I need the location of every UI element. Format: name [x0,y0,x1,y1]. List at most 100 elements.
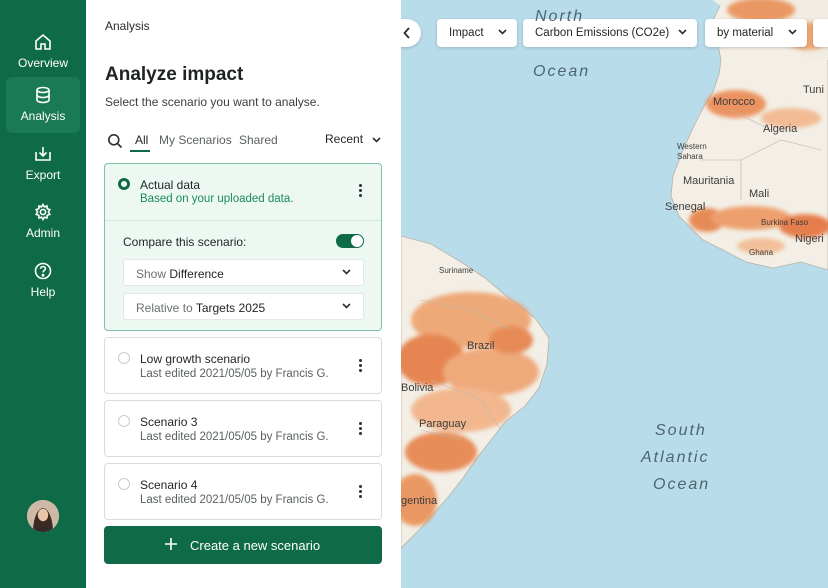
more-options-icon[interactable] [355,182,365,200]
tab-all[interactable]: All [135,133,149,147]
database-icon [36,86,50,104]
collapse-panel-button[interactable] [401,19,421,47]
sort-label: Recent [325,132,364,146]
user-avatar[interactable] [27,500,59,532]
impact-select[interactable]: Impact [437,19,517,47]
relative-to-value: Targets 2025 [195,301,266,315]
nav-label-analysis: Analysis [20,109,66,123]
ocean-label-north-2: Ocean [533,63,591,80]
nav-item-overview[interactable]: Overview [6,24,80,80]
africa-landmass [670,0,828,271]
compare-label: Compare this scenario: [123,235,247,249]
place-label: Brazil [467,340,495,352]
nav-label-help: Help [30,285,56,299]
impact-map[interactable]: Impact Carbon Emissions (CO2e) by materi… [401,0,828,588]
chevron-down-icon [342,303,351,309]
grouping-select-text: by material [717,27,774,39]
show-mode-prefix: Show [136,267,167,281]
metric-select[interactable]: Carbon Emissions (CO2e) [523,19,697,47]
toggle-knob [351,235,363,247]
ocean-label-south-2: Atlantic [641,449,710,466]
ocean-label-south-1: South [655,422,707,439]
sidebar-nav: Overview Analysis Export Admin Help [0,0,86,588]
nav-label-admin: Admin [25,226,60,240]
scenario-last-edited: Last edited 2021/05/05 by Francis G. [140,494,329,506]
ocean-label-north-1: North [535,8,585,25]
nav-label-export: Export [25,168,61,182]
tab-shared[interactable]: Shared [239,133,278,147]
help-icon [34,262,52,280]
chevron-down-icon [372,137,381,143]
nav-item-analysis[interactable]: Analysis [6,77,80,133]
compare-section: Compare this scenario: Show Difference R… [105,220,381,330]
scenario-radio-selected[interactable] [118,178,130,190]
place-label: Algeria [763,123,798,135]
more-options-icon[interactable] [355,357,365,375]
chevron-down-icon [498,29,507,35]
page-subtitle: Select the scenario you want to analyse. [105,95,320,109]
place-label: Tuni [803,84,824,96]
more-options-icon[interactable] [355,483,365,501]
map-canvas [401,0,828,549]
country-borders [420,109,822,441]
chevron-down-icon [678,29,687,35]
extra-filter-select[interactable] [813,19,828,47]
scenario-radio[interactable] [118,415,130,427]
place-label: Mauritania [683,175,735,187]
export-icon [35,147,51,161]
relative-to-prefix: Relative to [136,301,193,315]
metric-select-text: Carbon Emissions (CO2e) [535,27,670,39]
create-scenario-label: Create a new scenario [190,538,321,553]
tab-my-scenarios[interactable]: My Scenarios [159,133,232,147]
nav-item-admin[interactable]: Admin [6,194,80,250]
scenario-radio[interactable] [118,352,130,364]
scenario-card-scenario-4[interactable]: Scenario 4 Last edited 2021/05/05 by Fra… [104,463,382,520]
scenario-subtitle: Based on your uploaded data. [140,193,294,205]
page-title: Analyze impact [105,64,244,85]
chevron-down-icon [788,29,797,35]
search-icon[interactable] [107,133,123,149]
nav-item-export[interactable]: Export [6,136,80,192]
gear-icon [35,202,51,222]
chevron-left-icon [403,27,410,39]
show-mode-value: Difference [169,267,224,281]
plus-icon [165,538,177,550]
create-scenario-button[interactable]: Create a new scenario [104,526,382,564]
nav-item-help[interactable]: Help [6,253,80,309]
show-mode-select[interactable]: Show Difference [123,259,364,286]
place-label: Mali [749,188,770,200]
relative-to-text: Relative to Targets 2025 [136,301,265,315]
place-label: Burkina Faso [761,218,809,227]
scenario-card-low-growth[interactable]: Low growth scenario Last edited 2021/05/… [104,337,382,394]
place-label: Paraguay [419,418,467,430]
scenario-radio[interactable] [118,478,130,490]
home-icon [35,33,51,50]
scenario-title: Scenario 4 [140,478,198,492]
scenario-card-scenario-3[interactable]: Scenario 3 Last edited 2021/05/05 by Fra… [104,400,382,457]
grouping-select[interactable]: by material [705,19,807,47]
avatar-portrait [27,500,59,532]
ocean-label-south-3: Ocean [653,476,711,493]
tab-active-indicator [130,150,150,152]
place-label: gentina [401,495,438,507]
nav-label-overview: Overview [17,56,68,70]
place-label: Suriname [439,266,474,275]
scenario-title: Low growth scenario [140,352,251,366]
scenario-card-actual-data[interactable]: Actual data Based on your uploaded data.… [104,163,382,331]
place-label: Western Sahara [677,142,707,161]
scenario-last-edited: Last edited 2021/05/05 by Francis G. [140,368,329,380]
show-mode-text: Show Difference [136,267,224,281]
sort-dropdown[interactable]: Recent [325,132,381,146]
more-options-icon[interactable] [355,420,365,438]
place-label: Morocco [713,96,756,108]
relative-to-select[interactable]: Relative to Targets 2025 [123,293,364,320]
breadcrumb[interactable]: Analysis [105,19,150,33]
analysis-panel: Analysis Analyze impact Select the scena… [86,0,401,588]
place-label: Ghana [749,248,774,257]
place-label: Bolivia [401,382,434,394]
place-label: Senegal [665,201,706,213]
scenario-title: Actual data [140,178,201,192]
compare-toggle[interactable] [336,234,364,248]
chevron-down-icon [342,269,351,275]
place-label: Nigeri [795,233,824,245]
